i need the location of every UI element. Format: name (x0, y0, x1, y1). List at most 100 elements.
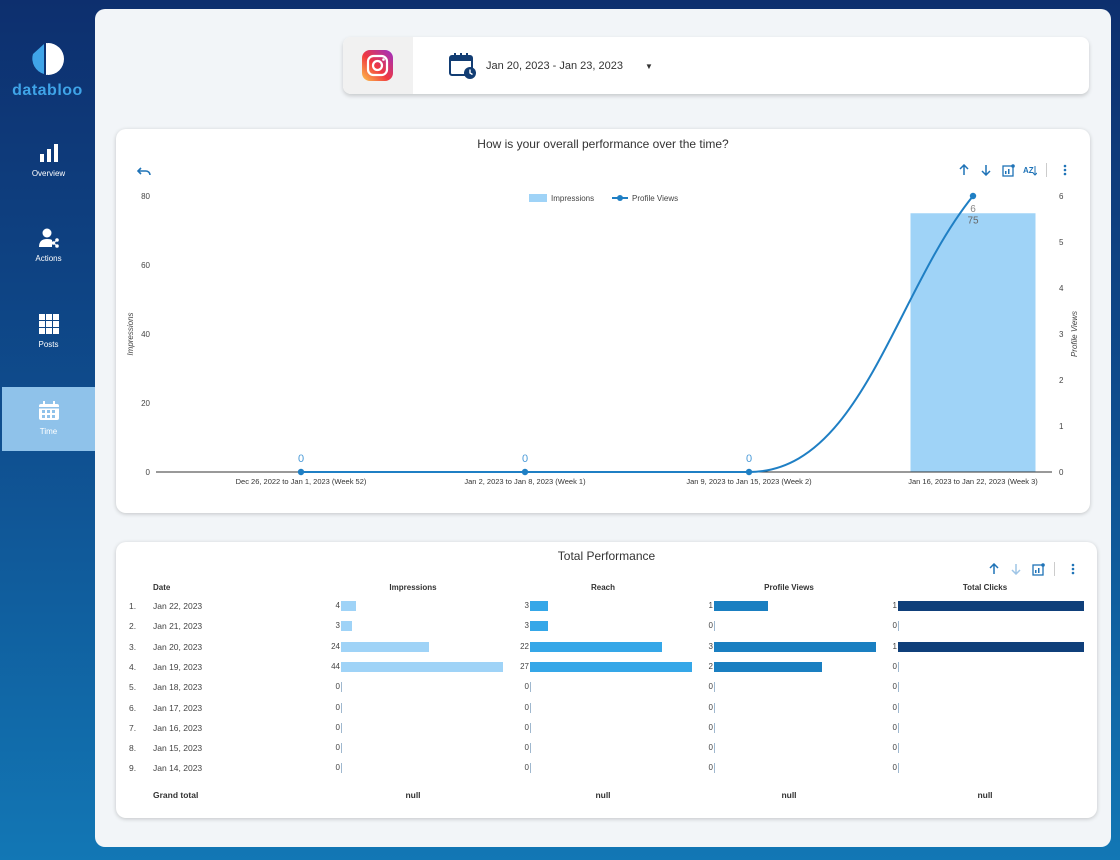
sidebar-item-label: Actions (35, 254, 62, 263)
cell-profile-views: 0 (709, 761, 876, 775)
cell-impressions: 44 (331, 660, 503, 674)
more-vert-icon[interactable] (1063, 559, 1083, 579)
cell-value: 3 (524, 621, 529, 631)
cell-reach: 0 (525, 721, 692, 735)
column-header-date[interactable]: Date (153, 583, 171, 592)
table-row[interactable]: 9. Jan 14, 2023 0 0 0 0 (116, 758, 1097, 778)
cell-value: 3 (524, 601, 529, 610)
table-row[interactable]: 8. Jan 15, 2023 0 0 0 0 (116, 738, 1097, 758)
toolbar-divider (1054, 562, 1055, 576)
cell-reach: 0 (525, 680, 692, 694)
sort-alpha-icon[interactable]: AZ (1020, 160, 1040, 180)
point-profile-views (521, 468, 529, 476)
table-row[interactable]: 1. Jan 22, 2023 4 3 1 1 (116, 596, 1097, 616)
cell-reach: 3 (525, 619, 692, 633)
cell-impressions: 0 (336, 741, 503, 755)
legend-label-impressions: Impressions (551, 194, 594, 203)
sidebar-item-overview[interactable]: Overview (2, 143, 95, 207)
column-header-reach[interactable]: Reach (590, 583, 615, 592)
cell-value: 0 (892, 621, 897, 631)
cell-profile-views: 1 (709, 599, 876, 613)
column-header-total-clicks[interactable]: Total Clicks (962, 583, 1008, 592)
cell-total-clicks: 0 (893, 680, 1084, 694)
chart-settings-icon[interactable] (1028, 559, 1048, 579)
cell-total-clicks: 0 (893, 619, 1084, 633)
cell-bar (341, 621, 353, 632)
cell-value: 0 (335, 743, 340, 753)
chart-settings-icon[interactable] (998, 160, 1018, 180)
date-range-text: Jan 20, 2023 - Jan 23, 2023 (486, 60, 623, 72)
sidebar-item-label: Time (39, 427, 58, 436)
cell-value: 0 (892, 682, 897, 692)
cell-value: 1 (892, 601, 897, 610)
cell-bar (898, 641, 1084, 652)
cell-value: 0 (708, 722, 713, 732)
sort-ascending-icon[interactable] (984, 559, 1004, 579)
point-profile-views (297, 468, 305, 476)
cell-total-clicks: 0 (893, 721, 1084, 735)
cell-total-clicks: 1 (893, 640, 1084, 654)
grand-total-label: Grand total (153, 790, 199, 800)
column-header-profile-views[interactable]: Profile Views (764, 583, 814, 592)
grid-icon (38, 314, 59, 334)
bar-chart-icon (39, 144, 58, 162)
undo-icon[interactable] (134, 162, 154, 182)
cell-impressions: 3 (336, 619, 503, 633)
cell-value: 0 (708, 763, 713, 773)
cell-profile-views: 0 (709, 721, 876, 735)
table-row[interactable]: 5. Jan 18, 2023 0 0 0 0 (116, 677, 1097, 697)
row-date: Jan 17, 2023 (153, 702, 203, 713)
chart-toolbar: AZ (952, 160, 1075, 180)
cell-impressions: 0 (336, 701, 503, 715)
databloo-logo-icon (31, 43, 64, 75)
column-header-impressions[interactable]: Impressions (389, 583, 437, 592)
table-row[interactable]: 3. Jan 20, 2023 24 22 3 1 (116, 637, 1097, 657)
table-row[interactable]: 7. Jan 16, 2023 0 0 0 0 (116, 718, 1097, 738)
cell-zero-marker (530, 702, 531, 713)
cell-zero-marker (714, 722, 715, 733)
table-row[interactable]: 6. Jan 17, 2023 0 0 0 0 (116, 698, 1097, 718)
row-date: Jan 18, 2023 (153, 682, 203, 693)
more-vert-icon[interactable] (1055, 160, 1075, 180)
cell-value: 0 (524, 743, 529, 753)
sidebar-item-time[interactable]: Time (2, 387, 95, 451)
brand-logo[interactable]: databloo (0, 40, 95, 100)
cell-zero-marker (898, 702, 899, 713)
cell-value: 0 (892, 722, 897, 732)
cell-zero-marker (714, 682, 715, 693)
row-date: Jan 22, 2023 (153, 601, 203, 611)
cell-zero-marker (530, 743, 531, 754)
cell-total-clicks: 0 (893, 660, 1084, 674)
cell-zero-marker (341, 682, 342, 693)
row-index: 7. (129, 722, 137, 733)
sidebar-item-posts[interactable]: Posts (2, 314, 95, 378)
cell-value: 0 (892, 702, 897, 712)
table-row[interactable]: 4. Jan 19, 2023 44 27 2 0 (116, 657, 1097, 677)
cell-value: 0 (708, 743, 713, 753)
sidebar-item-actions[interactable]: Actions (2, 228, 95, 292)
y-tick-label: 60 (141, 261, 150, 270)
cell-value: 0 (708, 702, 713, 712)
cell-bar (530, 601, 548, 611)
cell-zero-marker (898, 661, 899, 672)
user-share-icon (38, 228, 59, 248)
grand-total-total-clicks: null (977, 790, 993, 800)
cell-total-clicks: 0 (893, 741, 1084, 755)
sort-descending-icon[interactable] (1006, 559, 1026, 579)
cell-reach: 0 (525, 701, 692, 715)
y2-tick-label: 0 (1059, 468, 1064, 477)
performance-chart-card: How is your overall performance over the… (116, 129, 1090, 513)
chevron-down-icon[interactable]: ▼ (645, 61, 653, 71)
y-axis-label: Impressions (126, 312, 135, 355)
date-range-picker[interactable]: Jan 20, 2023 - Jan 23, 2023 ▼ (449, 51, 653, 81)
cell-bar (714, 601, 768, 611)
grand-total-profile-views: null (781, 790, 797, 800)
cell-value: 27 (520, 661, 529, 671)
cell-value: 24 (331, 641, 340, 651)
table-row[interactable]: 2. Jan 21, 2023 3 3 0 0 (116, 616, 1097, 636)
y2-axis-label: Profile Views (1070, 311, 1079, 357)
sort-ascending-icon[interactable] (954, 160, 974, 180)
sort-descending-icon[interactable] (976, 160, 996, 180)
cell-value: 0 (524, 722, 529, 732)
